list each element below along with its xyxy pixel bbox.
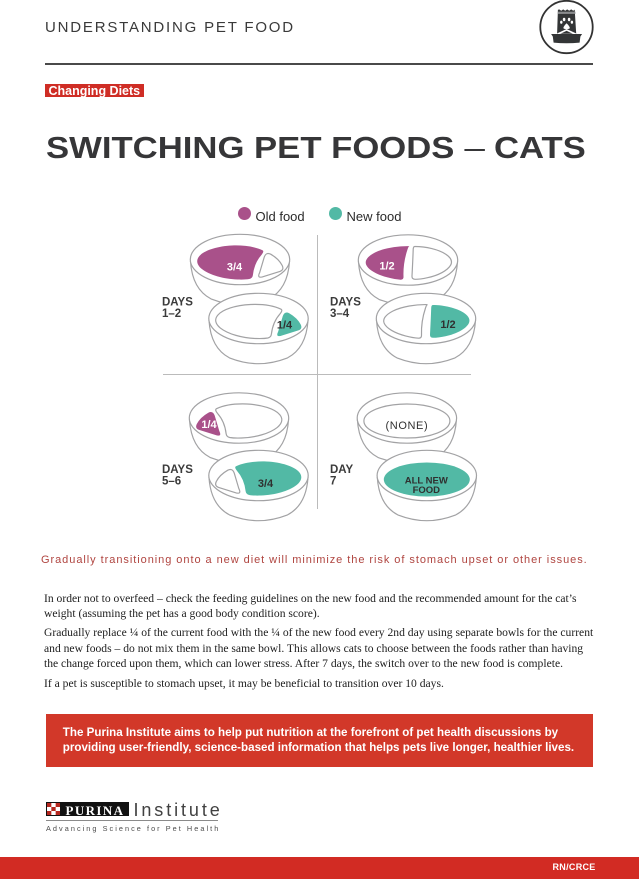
svg-text:7: 7 bbox=[330, 476, 336, 488]
svg-text:3/4: 3/4 bbox=[227, 261, 243, 273]
svg-text:3/4: 3/4 bbox=[258, 478, 274, 490]
svg-text:DAYS: DAYS bbox=[162, 464, 193, 476]
svg-text:1/4: 1/4 bbox=[277, 319, 293, 331]
svg-text:5–6: 5–6 bbox=[162, 476, 181, 488]
svg-text:3–4: 3–4 bbox=[330, 308, 350, 320]
svg-text:DAYS: DAYS bbox=[162, 296, 193, 308]
svg-text:1/4: 1/4 bbox=[201, 419, 217, 431]
svg-text:(NONE): (NONE) bbox=[386, 420, 429, 432]
svg-text:1/2: 1/2 bbox=[379, 261, 394, 273]
svg-text:1–2: 1–2 bbox=[162, 308, 181, 320]
svg-text:DAY: DAY bbox=[330, 464, 354, 476]
svg-text:1/2: 1/2 bbox=[440, 319, 455, 331]
svg-text:ALL NEW: ALL NEW bbox=[405, 476, 448, 487]
svg-text:FOOD: FOOD bbox=[413, 485, 441, 496]
svg-text:DAYS: DAYS bbox=[330, 296, 361, 308]
